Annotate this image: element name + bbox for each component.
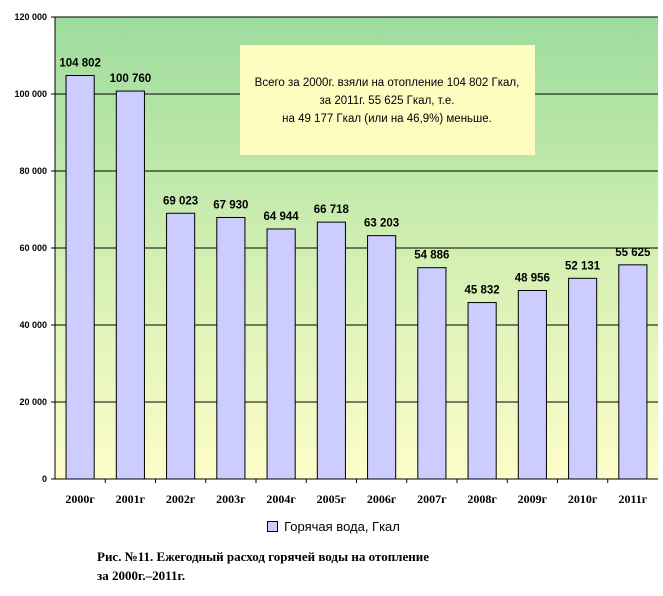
legend-label: Горячая вода, Гкал — [284, 518, 400, 534]
caption-line-2: за 2000г.–2011г. — [97, 568, 186, 583]
data-label: 52 131 — [565, 260, 601, 272]
data-label: 48 956 — [515, 273, 550, 285]
data-labels: 104 802 100 760 69 023 67 930 64 944 66 718 63… — [59, 58, 651, 297]
annotation-line-2: за 2011г. 55 625 Гкал, т.е. — [320, 95, 455, 107]
x-tick-label: 2006г — [367, 492, 397, 506]
figure-caption: Рис. №11. Ежегодный расход горячей воды … — [97, 547, 429, 585]
bar — [115, 90, 145, 480]
legend-swatch — [267, 520, 279, 532]
x-tick-label: 2005г — [317, 492, 347, 506]
data-label: 64 944 — [264, 211, 300, 223]
caption-line-1: Рис. №11. Ежегодный расход горячей воды … — [97, 549, 429, 564]
data-label: 54 886 — [414, 250, 449, 262]
x-tick-label: 2000г — [65, 492, 95, 506]
bars — [65, 75, 648, 480]
data-label: 55 625 — [615, 247, 651, 259]
y-tick-label: 0 — [42, 474, 47, 484]
data-label: 67 930 — [213, 199, 248, 211]
y-tick-label: 100 000 — [14, 89, 47, 99]
bar — [568, 277, 598, 480]
x-tick-label: 2002г — [166, 492, 196, 506]
y-tick-label: 60 000 — [19, 243, 47, 253]
x-tick-label: 2007г — [417, 492, 447, 506]
gridlines — [55, 16, 658, 403]
y-tick-label: 120 000 — [14, 12, 47, 22]
y-tick-label: 80 000 — [19, 166, 47, 176]
data-label: 69 023 — [163, 195, 198, 207]
legend: Горячая вода, Гкал — [205, 514, 462, 538]
x-tick-label: 2009г — [518, 492, 548, 506]
x-tick-label: 2010г — [568, 492, 598, 506]
bar — [166, 212, 196, 480]
bar — [216, 216, 246, 480]
bar — [266, 228, 296, 480]
bar — [517, 290, 547, 480]
y-tick-label: 40 000 — [19, 320, 47, 330]
y-tick-label: 20 000 — [19, 397, 47, 407]
x-tick-label: 2004г — [266, 492, 296, 506]
bar — [316, 221, 346, 480]
bar — [618, 264, 648, 480]
data-label: 100 760 — [110, 73, 152, 85]
x-tick-label: 2011г — [618, 492, 647, 506]
annotation-line-3: на 49 177 Гкал (или на 46,9%) меньше. — [282, 113, 492, 125]
annotation-line-1: Всего за 2000г. взяли на отопление 104 8… — [255, 77, 520, 89]
x-tick-label: 2008г — [467, 492, 497, 506]
data-label: 104 802 — [59, 58, 101, 70]
bar — [467, 302, 497, 480]
bar — [65, 75, 95, 480]
data-label: 63 203 — [364, 218, 399, 230]
data-label: 45 832 — [465, 285, 500, 297]
data-label: 66 718 — [314, 204, 350, 216]
annotation-box: Всего за 2000г. взяли на отопление 104 8… — [240, 45, 535, 155]
x-tick-label: 2001г — [116, 492, 146, 506]
bar — [367, 235, 397, 480]
bar — [417, 267, 447, 480]
x-tick-label: 2003г — [216, 492, 246, 506]
y-axis: 0 20 000 40 000 60 000 80 000 100 000 120 000 — [14, 12, 55, 484]
annotation-background — [240, 45, 535, 155]
x-axis: 2000г 2001г 2002г 2003г 2004г 2005г 2006г 2007г… — [65, 479, 648, 506]
